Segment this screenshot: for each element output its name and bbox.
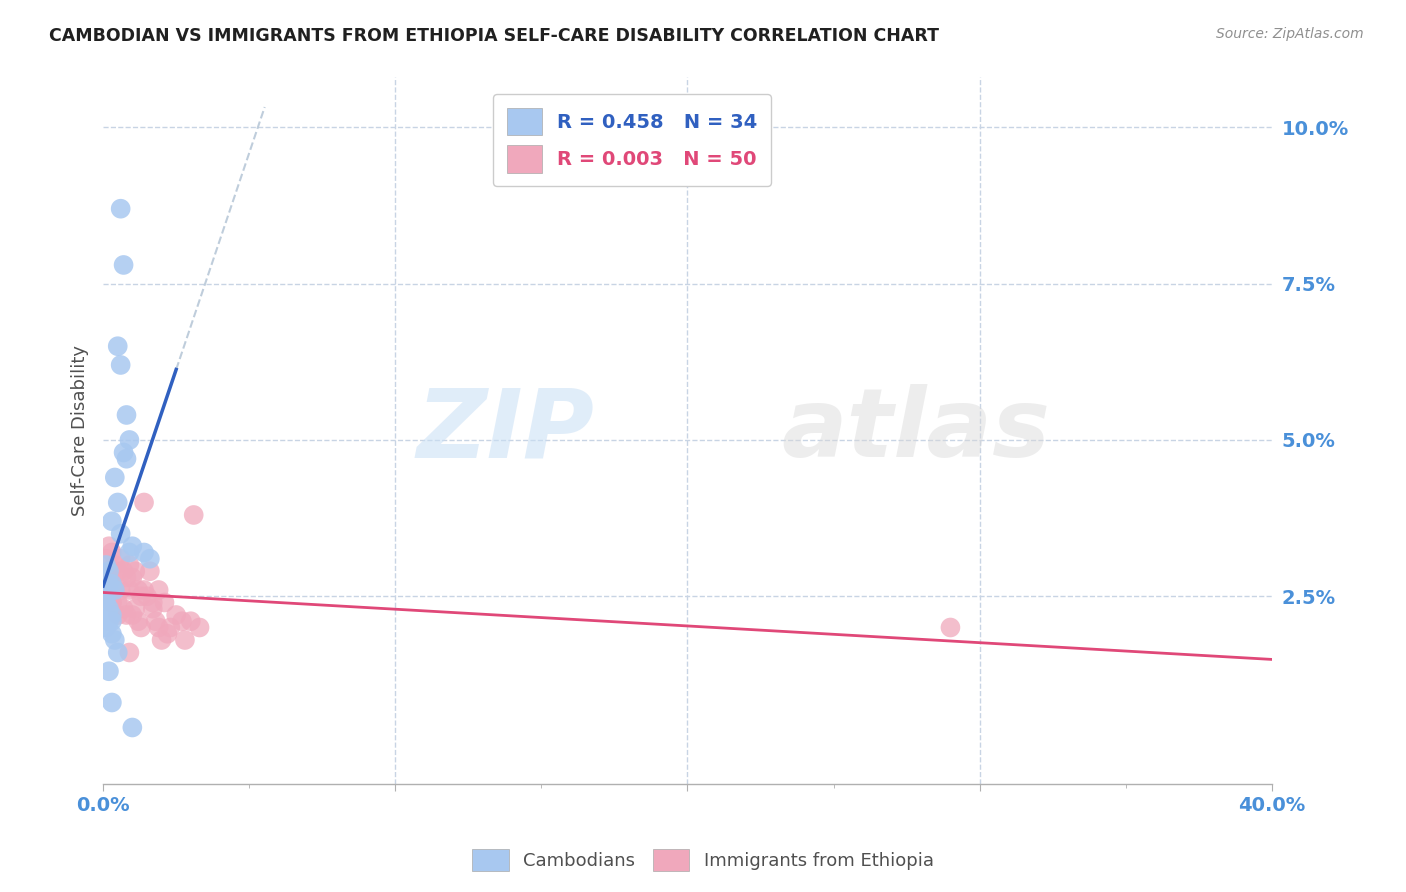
Point [104, 582, 127, 597]
Point [110, 202, 132, 216]
Point [94, 595, 117, 609]
Point [127, 582, 149, 597]
Point [98, 576, 121, 591]
Text: ZIP: ZIP [416, 384, 593, 477]
Point [132, 495, 155, 509]
Point [142, 601, 165, 615]
Point [118, 545, 141, 559]
Point [139, 551, 162, 566]
Point [129, 620, 152, 634]
Point [115, 451, 138, 466]
Point [94, 551, 117, 566]
Point [188, 620, 211, 634]
Point [118, 645, 141, 659]
Point [115, 408, 138, 422]
Point [101, 696, 124, 710]
Point [148, 620, 170, 634]
Point [156, 626, 179, 640]
Point [98, 576, 121, 591]
Text: CAMBODIAN VS IMMIGRANTS FROM ETHIOPIA SELF-CARE DISABILITY CORRELATION CHART: CAMBODIAN VS IMMIGRANTS FROM ETHIOPIA SE… [49, 27, 939, 45]
Point [101, 595, 124, 609]
Point [939, 620, 962, 634]
Point [104, 470, 127, 484]
Legend: R = 0.458   N = 34, R = 0.003   N = 50: R = 0.458 N = 34, R = 0.003 N = 50 [494, 95, 772, 186]
Point [94, 558, 117, 572]
Point [94, 589, 117, 603]
Point [98, 564, 121, 578]
Point [150, 632, 173, 647]
Point [136, 589, 159, 603]
Point [107, 645, 129, 659]
Point [101, 514, 124, 528]
Point [127, 614, 149, 628]
Point [98, 665, 121, 679]
Point [112, 258, 135, 272]
Point [101, 614, 124, 628]
Point [112, 601, 135, 615]
Point [165, 607, 187, 622]
Point [94, 570, 117, 584]
Point [132, 582, 155, 597]
Point [142, 595, 165, 609]
Point [104, 558, 127, 572]
Point [174, 632, 197, 647]
Point [180, 614, 202, 628]
Point [121, 539, 143, 553]
Point [139, 564, 162, 578]
Point [101, 576, 124, 591]
Point [129, 589, 152, 603]
Point [110, 526, 132, 541]
Point [98, 539, 121, 553]
Point [104, 582, 127, 597]
Point [115, 570, 138, 584]
Point [94, 620, 117, 634]
Text: Source: ZipAtlas.com: Source: ZipAtlas.com [1216, 27, 1364, 41]
Point [110, 582, 132, 597]
Point [115, 607, 138, 622]
Point [121, 721, 143, 735]
Point [118, 582, 141, 597]
Point [112, 445, 135, 459]
Point [101, 595, 124, 609]
Point [118, 433, 141, 447]
Point [110, 358, 132, 372]
Point [107, 607, 129, 622]
Point [159, 620, 181, 634]
Point [110, 551, 132, 566]
Point [98, 601, 121, 615]
Point [112, 564, 135, 578]
Point [107, 495, 129, 509]
Y-axis label: Self-Care Disability: Self-Care Disability [72, 345, 89, 516]
Point [121, 607, 143, 622]
Point [101, 582, 124, 597]
Point [107, 564, 129, 578]
Point [104, 632, 127, 647]
Point [107, 595, 129, 609]
Point [98, 614, 121, 628]
Point [121, 570, 143, 584]
Point [170, 614, 193, 628]
Point [132, 545, 155, 559]
Point [101, 607, 124, 622]
Point [183, 508, 205, 522]
Text: atlas: atlas [780, 384, 1050, 477]
Point [153, 595, 176, 609]
Point [107, 339, 129, 353]
Point [145, 614, 167, 628]
Point [124, 601, 146, 615]
Point [124, 564, 146, 578]
Point [101, 626, 124, 640]
Point [101, 545, 124, 559]
Point [148, 582, 170, 597]
Legend: Cambodians, Immigrants from Ethiopia: Cambodians, Immigrants from Ethiopia [465, 842, 941, 879]
Point [118, 558, 141, 572]
